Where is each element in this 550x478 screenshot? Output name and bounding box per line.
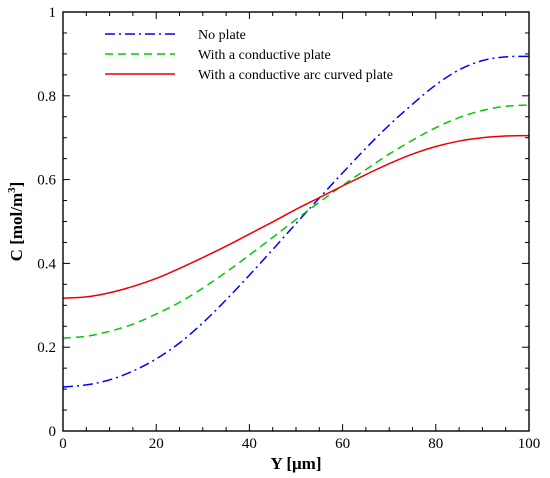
series-line-2 xyxy=(62,134,530,299)
x-tick-label: 60 xyxy=(335,436,350,452)
series-line-1 xyxy=(62,104,530,339)
ticks-layer: 0 20 40 60 80 100 0 0.2 0.4 0.6 0.8 1 xyxy=(37,5,540,452)
y-tick-label: 0.6 xyxy=(37,173,56,189)
legend: No plate With a conductive plate With a co… xyxy=(105,28,393,83)
y-axis-title: C [mol/m3] xyxy=(6,182,26,262)
y-axis-title-close: ] xyxy=(7,182,26,188)
x-tick-label: 0 xyxy=(59,436,67,452)
y-axis-title-main: C [mol/m xyxy=(7,193,26,261)
x-tick-label: 40 xyxy=(242,436,257,452)
y-tick-label: 0.2 xyxy=(37,340,56,356)
series-line-0 xyxy=(62,55,530,388)
y-tick-label: 0.4 xyxy=(37,256,56,272)
legend-label-0: No plate xyxy=(198,28,246,43)
series-layer xyxy=(62,55,530,388)
legend-label-2: With a conductive arc curved plate xyxy=(198,68,393,83)
x-tick-label: 100 xyxy=(518,436,541,452)
y-tick-label: 0 xyxy=(49,424,57,440)
x-tick-label: 80 xyxy=(428,436,443,452)
x-tick-label: 20 xyxy=(149,436,164,452)
x-axis-title: Y [μm] xyxy=(270,454,321,473)
y-tick-label: 0.8 xyxy=(37,89,56,105)
legend-label-1: With a conductive plate xyxy=(198,48,331,63)
y-axis-title-superscript: 3 xyxy=(6,187,18,193)
y-tick-label: 1 xyxy=(49,5,57,21)
